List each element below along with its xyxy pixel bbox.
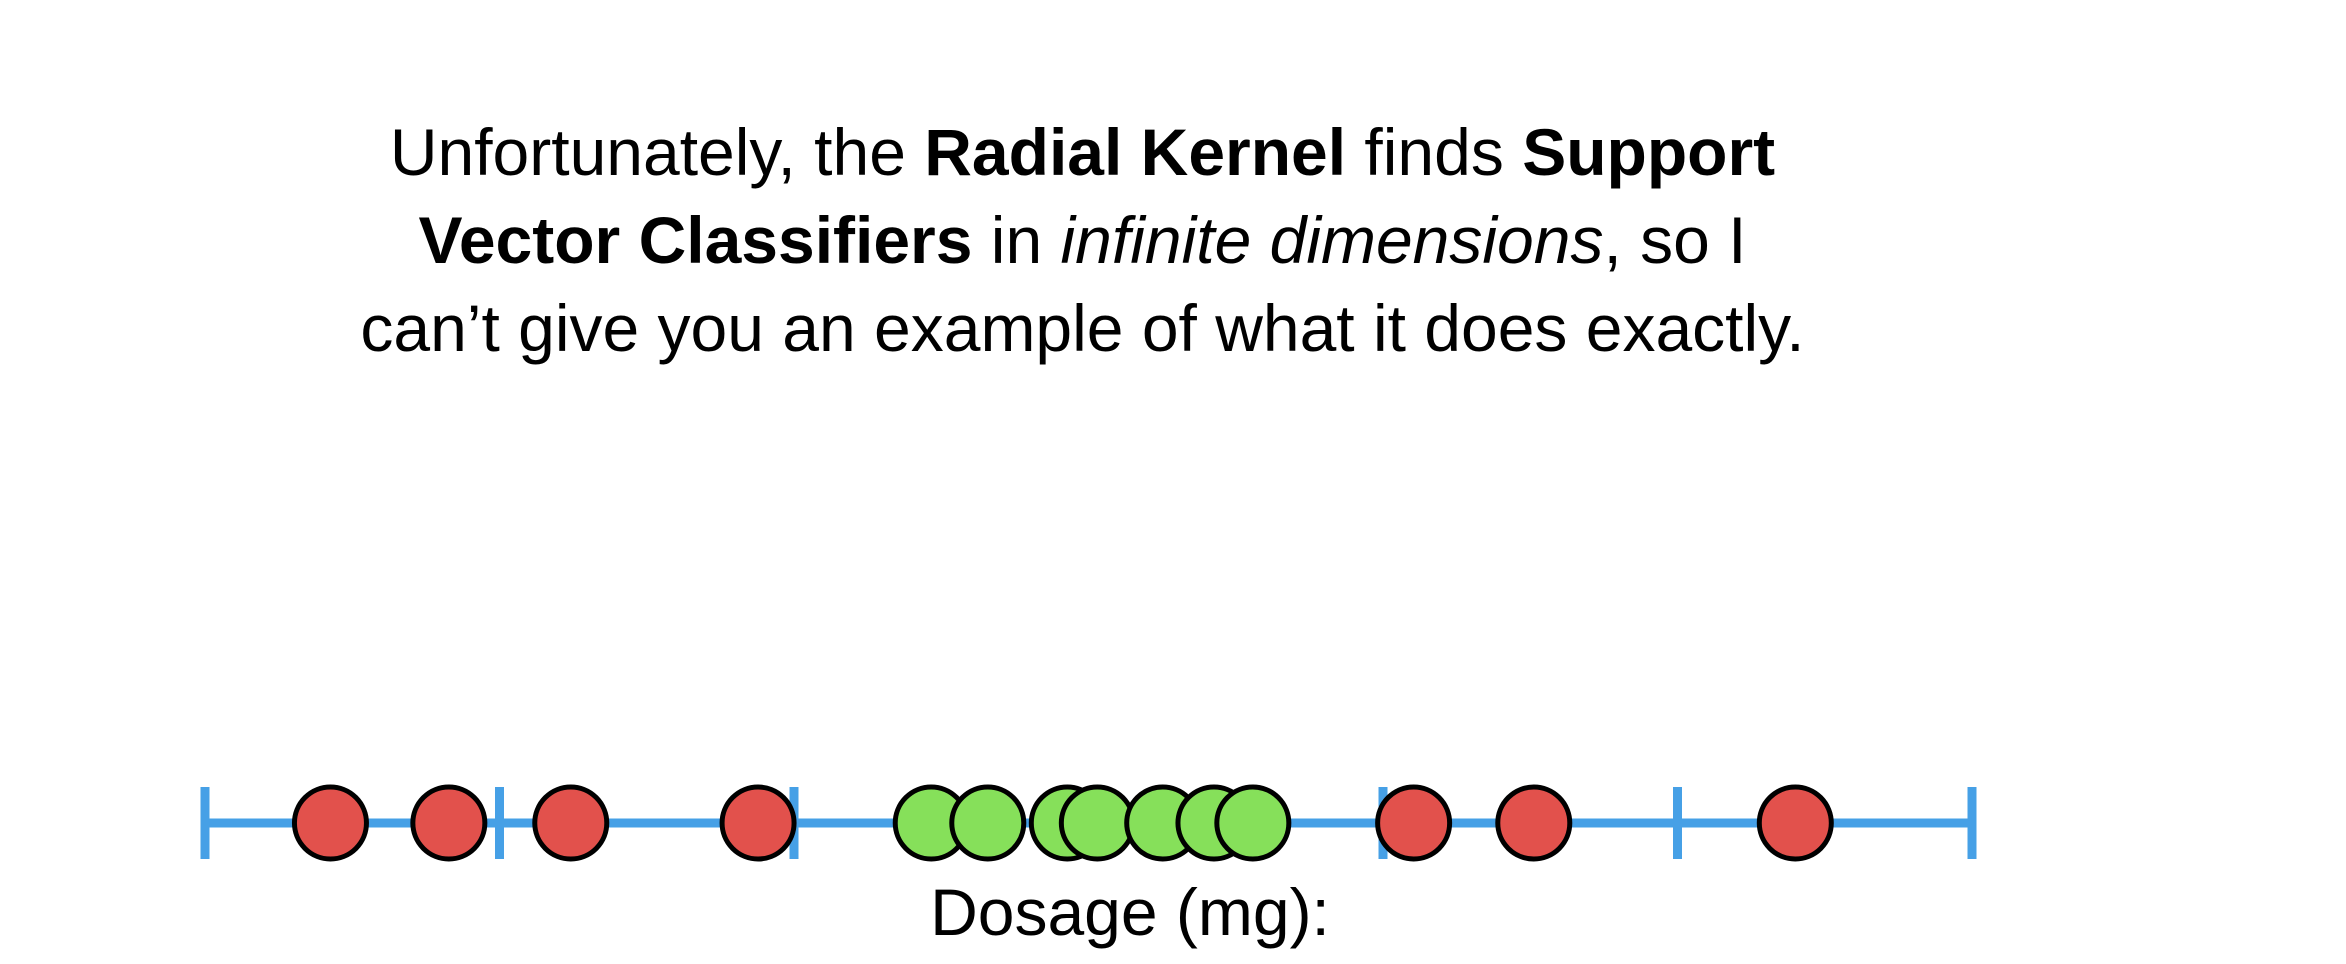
green-data-point — [949, 784, 1027, 862]
caption-text-run: , so I — [1603, 203, 1747, 277]
caption-text: Unfortunately, the Radial Kernel finds S… — [160, 108, 2005, 372]
caption-bold-run: Support — [1522, 115, 1776, 189]
green-data-point — [1214, 784, 1292, 862]
red-data-point — [719, 784, 797, 862]
caption-text-run: can’t give you an example of what it doe… — [360, 291, 1805, 365]
caption-text-run: finds — [1346, 115, 1523, 189]
caption-italic-run: infinite dimensions — [1060, 203, 1604, 277]
caption-bold-run: Radial Kernel — [924, 115, 1347, 189]
caption-bold-run: Vector Classifiers — [418, 203, 973, 277]
caption-line-2: Vector Classifiers in infinite dimension… — [160, 196, 2005, 284]
caption-text-run: Unfortunately, the — [389, 115, 925, 189]
caption-line-3: can’t give you an example of what it doe… — [160, 284, 2005, 372]
red-data-point — [532, 784, 610, 862]
red-data-point — [1495, 784, 1573, 862]
axis-label: Dosage (mg): — [930, 875, 1330, 949]
red-data-point — [1756, 784, 1834, 862]
caption-text-run: in — [972, 203, 1061, 277]
red-data-point — [410, 784, 488, 862]
caption-line-1: Unfortunately, the Radial Kernel finds S… — [160, 108, 2005, 196]
green-data-point — [1058, 784, 1136, 862]
data-points — [291, 784, 1834, 862]
red-data-point — [291, 784, 369, 862]
red-data-point — [1375, 784, 1453, 862]
